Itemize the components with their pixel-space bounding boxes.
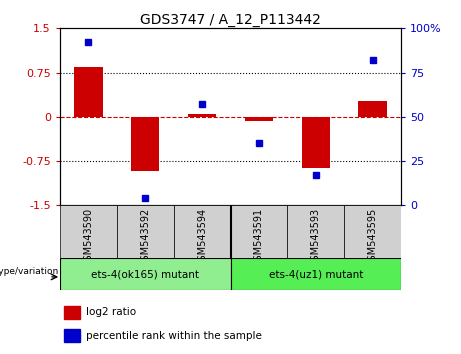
Bar	[64, 329, 80, 342]
Bar	[230, 205, 287, 258]
Bar	[64, 306, 80, 319]
Text: ets-4(ok165) mutant: ets-4(ok165) mutant	[91, 269, 199, 279]
Text: GSM543590: GSM543590	[83, 208, 94, 267]
Bar	[74, 67, 102, 117]
Bar	[60, 258, 230, 290]
Text: GSM543592: GSM543592	[140, 208, 150, 267]
Text: GSM543594: GSM543594	[197, 208, 207, 267]
Bar	[230, 258, 401, 290]
Text: GSM543595: GSM543595	[367, 208, 378, 267]
Bar	[188, 114, 216, 117]
Text: ets-4(uz1) mutant: ets-4(uz1) mutant	[269, 269, 363, 279]
Text: GSM543591: GSM543591	[254, 208, 264, 267]
Text: GSM543593: GSM543593	[311, 208, 321, 267]
Bar	[358, 101, 387, 117]
Bar	[287, 205, 344, 258]
Bar	[245, 117, 273, 121]
Text: genotype/variation: genotype/variation	[0, 267, 59, 276]
Bar	[117, 205, 174, 258]
Title: GDS3747 / A_12_P113442: GDS3747 / A_12_P113442	[140, 13, 321, 27]
Bar	[131, 117, 160, 171]
Text: percentile rank within the sample: percentile rank within the sample	[86, 331, 262, 341]
Bar	[60, 205, 117, 258]
Text: log2 ratio: log2 ratio	[86, 307, 136, 317]
Bar	[174, 205, 230, 258]
Bar	[344, 205, 401, 258]
Bar	[301, 117, 330, 168]
